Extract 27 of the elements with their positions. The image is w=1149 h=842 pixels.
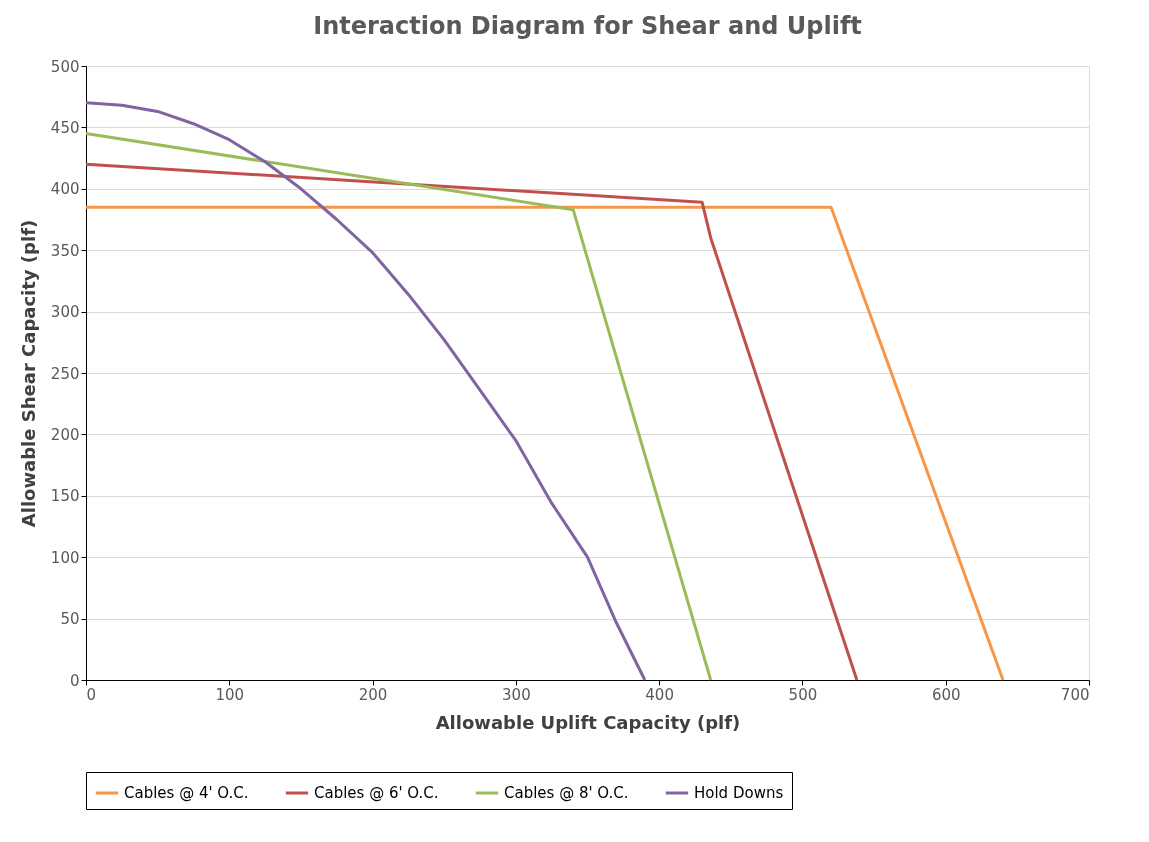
y-axis-title: Allowable Shear Capacity (plf)	[17, 219, 39, 528]
x-tick-label: 300	[502, 685, 531, 704]
legend-label: Hold Downs	[694, 784, 784, 802]
x-tick-label: 100	[215, 685, 245, 704]
y-tick-label: 450	[50, 118, 80, 137]
y-tick-label: 200	[50, 425, 80, 444]
x-tick-label: 400	[645, 685, 674, 704]
chart-title: Interaction Diagram for Shear and Uplift	[313, 12, 862, 40]
y-tick-label: 150	[50, 487, 80, 506]
legend-label: Cables @ 4' O.C.	[124, 784, 249, 802]
y-tick-label: 250	[50, 364, 80, 383]
y-tick-label: 100	[50, 548, 80, 567]
x-tick-label: 600	[931, 685, 961, 704]
y-tick-label: 500	[50, 57, 80, 76]
x-tick-label: 200	[358, 685, 388, 704]
legend-label: Cables @ 8' O.C.	[504, 784, 629, 802]
x-tick-label: 500	[788, 685, 818, 704]
x-axis-title: Allowable Uplift Capacity (plf)	[435, 711, 741, 733]
y-tick-label: 0	[69, 671, 80, 690]
legend-label: Cables @ 6' O.C.	[314, 784, 439, 802]
line-series	[84, 162, 859, 682]
x-tick-label: 700	[1060, 685, 1090, 704]
y-tick-label: 300	[50, 303, 80, 322]
y-tick-label: 350	[50, 241, 80, 260]
x-tick-label: 0	[86, 685, 97, 704]
y-tick-label: 50	[60, 610, 80, 629]
y-tick-label: 400	[50, 180, 80, 199]
